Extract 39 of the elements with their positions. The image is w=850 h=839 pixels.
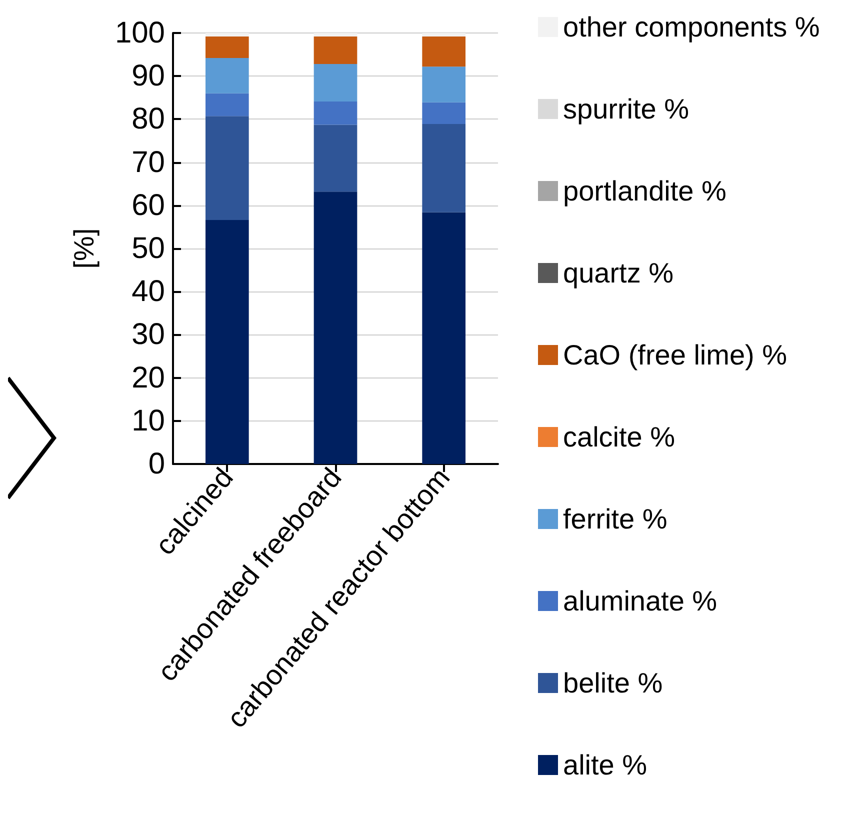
- bar: [422, 36, 466, 67]
- bar: [314, 36, 358, 64]
- bar: [206, 36, 249, 58]
- bar: [206, 93, 249, 116]
- y-tick-label: 50: [132, 232, 165, 265]
- legend-label: spurrite %: [563, 94, 690, 124]
- bar: [314, 124, 358, 192]
- y-tick-label: 10: [132, 404, 165, 438]
- y-tick-label: 60: [132, 188, 165, 222]
- bar: [422, 102, 466, 124]
- bar: [314, 64, 358, 102]
- legend-label: alite %: [563, 750, 648, 780]
- legend-label: aluminate %: [563, 586, 718, 616]
- y-axis-title: [%]: [68, 228, 100, 269]
- bar: [314, 33, 358, 36]
- y-tick-label: 90: [132, 60, 165, 93]
- y-tick-label: 30: [132, 318, 165, 352]
- y-tick-label: 20: [132, 361, 165, 394]
- legend-label: calcite %: [563, 422, 676, 452]
- y-tick-label: 80: [132, 102, 165, 136]
- legend-label: quartz %: [563, 258, 674, 288]
- legend-label: belite %: [563, 668, 663, 698]
- y-tick-label: 40: [132, 275, 165, 308]
- bar: [206, 58, 249, 94]
- bar: [422, 33, 466, 36]
- bar: [422, 212, 466, 464]
- bar: [314, 192, 358, 464]
- bar: [422, 124, 466, 212]
- legend-label: other components %: [563, 12, 820, 42]
- bar: [206, 116, 249, 220]
- y-tick-label: 100: [114, 16, 165, 50]
- bar: [206, 220, 249, 464]
- legend-label: portlandite %: [563, 176, 726, 206]
- legend-label: ferrite %: [563, 504, 668, 534]
- bar: [314, 102, 358, 125]
- bar: [206, 33, 249, 36]
- bar: [422, 66, 466, 102]
- legend-label: CaO (free lime) %: [563, 340, 788, 370]
- y-tick-label: 70: [132, 146, 165, 179]
